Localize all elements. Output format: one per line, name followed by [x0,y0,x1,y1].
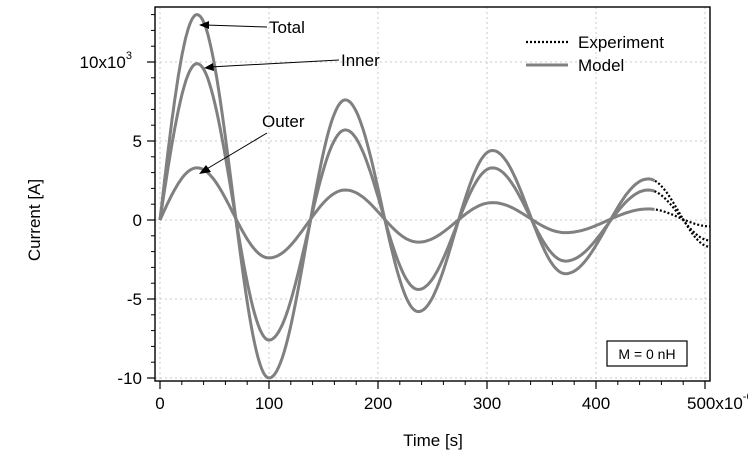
parameter-box-text: M = 0 nH [618,346,675,362]
annotation-arrow-outer [204,132,268,171]
annotation-outer: Outer [262,112,305,131]
x-tick-label: 400 [582,394,610,413]
parameter-box: M = 0 nH [606,340,688,367]
model-line-outer [158,166,655,260]
legend-label-experiment: Experiment [578,33,664,52]
annotation-arrow-inner [209,59,340,68]
legend-label-model: Model [578,56,624,75]
annotations: Total Inner Outer [199,18,380,174]
arrowhead-outer [199,165,211,174]
x-tick-label: 0 [155,394,164,413]
y-tick-label: -5 [127,290,142,309]
y-axis-label: Current [A] [25,179,44,261]
arrowhead-total [199,21,209,29]
tick-labels: 0 100 200 300 400 500x10-6 -10 -5 0 5 10x103 [80,50,748,413]
arrowhead-inner [204,63,214,71]
y-tick-label: -10 [117,369,142,388]
annotation-total: Total [269,18,305,37]
grid-lines [155,7,710,381]
x-tick-label: 300 [473,394,501,413]
y-tick-label: 0 [133,211,142,230]
y-tick-label: 10x103 [80,50,132,72]
x-tick-label: 500x10-6 [687,391,748,413]
legend: Experiment Model [526,33,664,75]
x-tick-label: 100 [255,394,283,413]
axes [147,6,711,389]
x-tick-label: 200 [364,394,392,413]
experiment-line-total [158,13,711,380]
y-tick-exponent: 3 [126,50,132,62]
plot-frame [154,6,711,382]
x-tick-exponent: -6 [743,391,748,403]
parameter-box-frame [606,340,688,367]
annotation-arrow-total [204,24,268,28]
x-axis-label: Time [s] [403,431,463,450]
y-tick-label: 5 [133,132,142,151]
annotation-inner: Inner [341,51,380,70]
series-lines [158,13,711,380]
